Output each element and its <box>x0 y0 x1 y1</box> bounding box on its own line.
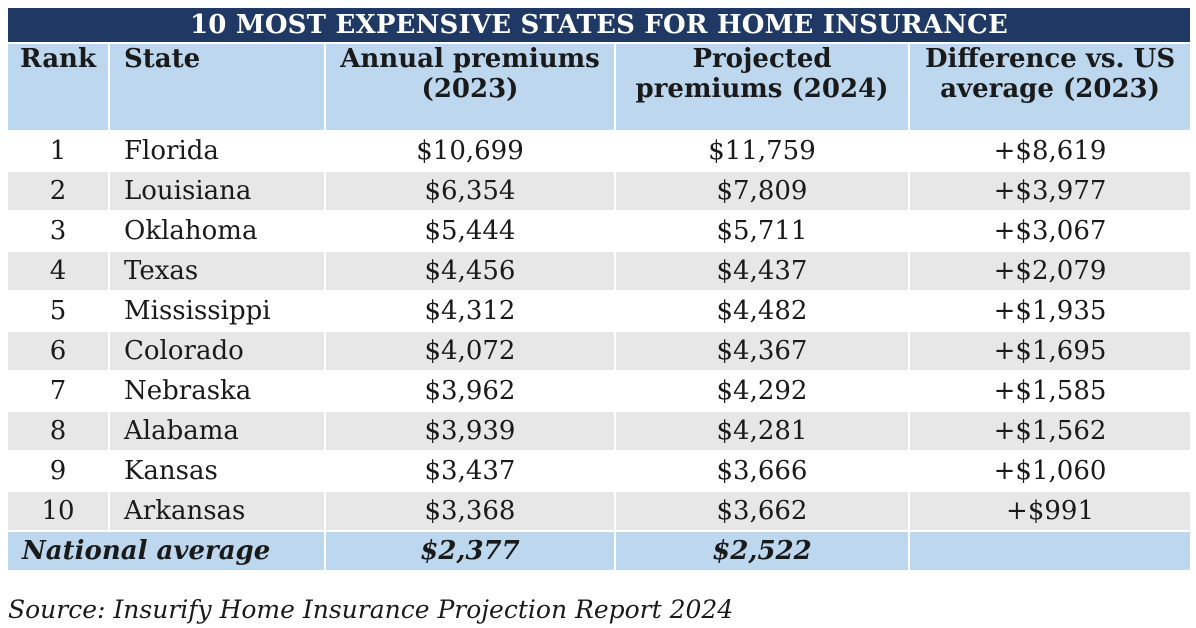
cell-projected: $11,759 <box>614 130 910 172</box>
cell-projected: $4,292 <box>614 370 910 412</box>
header-annual-line1: Annual premiums <box>340 44 600 74</box>
cell-difference: +$991 <box>907 490 1193 532</box>
cell-annual: $3,437 <box>324 450 616 492</box>
cell-projected: $3,662 <box>614 490 910 532</box>
cell-projected: $4,281 <box>614 410 910 452</box>
cell-annual: $4,456 <box>324 250 616 292</box>
cell-rank: 1 <box>6 130 110 172</box>
cell-rank: 10 <box>6 490 110 532</box>
table-row: 3 Oklahoma $5,444 $5,711 +$3,067 <box>6 210 1193 252</box>
table-row: 7 Nebraska $3,962 $4,292 +$1,585 <box>6 370 1193 412</box>
cell-state: Arkansas <box>108 490 326 532</box>
national-average-row: National average $2,377 $2,522 <box>6 530 1193 572</box>
cell-projected: $4,437 <box>614 250 910 292</box>
cell-difference: +$1,935 <box>907 290 1193 332</box>
cell-projected: $3,666 <box>614 450 910 492</box>
cell-difference: +$1,562 <box>907 410 1193 452</box>
national-average-annual: $2,377 <box>324 530 616 572</box>
cell-annual: $3,368 <box>324 490 616 532</box>
table-row: 1 Florida $10,699 $11,759 +$8,619 <box>6 130 1193 172</box>
table-row: 8 Alabama $3,939 $4,281 +$1,562 <box>6 410 1193 452</box>
cell-state: Florida <box>108 130 326 172</box>
header-rank: Rank <box>6 42 110 132</box>
cell-difference: +$1,060 <box>907 450 1193 492</box>
cell-annual: $5,444 <box>324 210 616 252</box>
table-row: 6 Colorado $4,072 $4,367 +$1,695 <box>6 330 1193 372</box>
cell-projected: $4,367 <box>614 330 910 372</box>
cell-rank: 5 <box>6 290 110 332</box>
cell-rank: 9 <box>6 450 110 492</box>
table-title: 10 MOST EXPENSIVE STATES FOR HOME INSURA… <box>5 6 1193 44</box>
cell-difference: +$3,067 <box>907 210 1193 252</box>
cell-difference: +$1,585 <box>907 370 1193 412</box>
national-average-label: National average <box>6 530 326 572</box>
cell-annual: $3,939 <box>324 410 616 452</box>
cell-state: Kansas <box>108 450 326 492</box>
cell-state: Louisiana <box>108 170 326 212</box>
national-average-difference <box>907 530 1193 572</box>
table-row: 5 Mississippi $4,312 $4,482 +$1,935 <box>6 290 1193 332</box>
cell-rank: 2 <box>6 170 110 212</box>
cell-projected: $5,711 <box>614 210 910 252</box>
cell-state: Texas <box>108 250 326 292</box>
header-difference: Difference vs. US average (2023) <box>907 42 1193 132</box>
cell-annual: $4,072 <box>324 330 616 372</box>
cell-state: Alabama <box>108 410 326 452</box>
cell-annual: $6,354 <box>324 170 616 212</box>
cell-difference: +$3,977 <box>907 170 1193 212</box>
table-row: 2 Louisiana $6,354 $7,809 +$3,977 <box>6 170 1193 212</box>
source-note: Source: Insurify Home Insurance Projecti… <box>8 595 734 624</box>
table-row: 9 Kansas $3,437 $3,666 +$1,060 <box>6 450 1193 492</box>
cell-difference: +$1,695 <box>907 330 1193 372</box>
header-state: State <box>108 42 326 132</box>
header-difference-line1: Difference vs. US <box>924 44 1176 74</box>
cell-annual: $10,699 <box>324 130 616 172</box>
national-average-projected: $2,522 <box>614 530 910 572</box>
cell-rank: 3 <box>6 210 110 252</box>
cell-state: Colorado <box>108 330 326 372</box>
cell-state: Mississippi <box>108 290 326 332</box>
header-projected-line2: premiums (2024) <box>635 74 889 104</box>
cell-rank: 4 <box>6 250 110 292</box>
header-annual-line2: (2023) <box>421 74 519 104</box>
header-difference-line2: average (2023) <box>940 74 1160 104</box>
cell-difference: +$2,079 <box>907 250 1193 292</box>
cell-rank: 8 <box>6 410 110 452</box>
cell-state: Nebraska <box>108 370 326 412</box>
cell-state: Oklahoma <box>108 210 326 252</box>
cell-annual: $4,312 <box>324 290 616 332</box>
title-row: 10 MOST EXPENSIVE STATES FOR HOME INSURA… <box>5 6 1193 44</box>
cell-difference: +$8,619 <box>907 130 1193 172</box>
table-row: 10 Arkansas $3,368 $3,662 +$991 <box>6 490 1193 532</box>
insurance-table: 10 MOST EXPENSIVE STATES FOR HOME INSURA… <box>5 6 1193 572</box>
cell-projected: $7,809 <box>614 170 910 212</box>
header-projected-premiums: Projected premiums (2024) <box>614 42 910 132</box>
cell-rank: 6 <box>6 330 110 372</box>
header-projected-line1: Projected <box>692 44 832 74</box>
header-annual-premiums: Annual premiums (2023) <box>324 42 616 132</box>
header-row: Rank State Annual premiums (2023) Projec… <box>6 42 1193 132</box>
cell-projected: $4,482 <box>614 290 910 332</box>
cell-annual: $3,962 <box>324 370 616 412</box>
cell-rank: 7 <box>6 370 110 412</box>
table-row: 4 Texas $4,456 $4,437 +$2,079 <box>6 250 1193 292</box>
